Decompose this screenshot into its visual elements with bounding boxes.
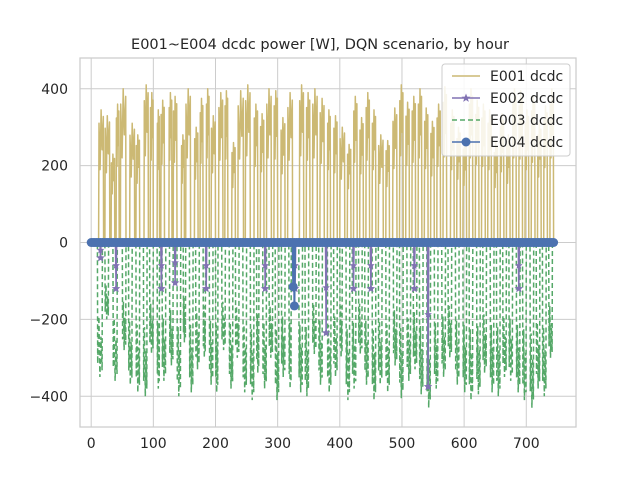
series-e002-marker-mid-12 (515, 261, 523, 269)
series-e002-marker-mid-4 (202, 261, 210, 269)
series-e002-marker-0 (96, 253, 105, 262)
series-e002-marker-11 (423, 382, 433, 391)
series-e002-marker-1 (111, 284, 121, 293)
x-tick-label-0: 0 (87, 436, 96, 452)
series-e002-marker-mid-0 (96, 246, 105, 254)
series-e002-marker-2 (157, 284, 166, 293)
series-e003-line (91, 241, 554, 408)
series-e002-marker-mid-2 (157, 261, 166, 269)
series-e002-marker-9 (366, 284, 376, 293)
y-tick-label-4: 400 (41, 82, 68, 98)
series-e002-marker-12 (514, 284, 524, 293)
x-tick-label-6: 600 (451, 436, 478, 452)
legend-label-e001: E001 dcdc (490, 69, 563, 85)
series-e002-marker-mid-8 (349, 261, 358, 269)
x-tick-label-3: 300 (264, 436, 291, 452)
legend-marker-star-e002 (461, 93, 471, 102)
legend-box (441, 63, 571, 157)
legend-label-e003: E003 dcdc (490, 113, 563, 129)
legend-entry-e003: E003 dcdc (452, 113, 563, 129)
plot-frame (79, 57, 577, 428)
x-tick-label-4: 400 (326, 436, 353, 452)
x-tick-label-2: 200 (202, 436, 229, 452)
y-tick-label-0: −400 (30, 389, 68, 405)
series-e002-marker-7 (321, 328, 331, 337)
series-e002-marker-mid-11 (424, 310, 432, 318)
series-e002-marker-5 (260, 284, 270, 293)
legend-entry-e004: E004 dcdc (452, 135, 563, 151)
series-e002-marker-8 (349, 284, 358, 293)
y-tick-label-3: 200 (41, 159, 68, 175)
x-tick-label-5: 500 (389, 436, 416, 452)
series-e002-marker-mid-1 (112, 261, 120, 269)
series-e004-dip-marker-0 (288, 282, 298, 292)
y-tick-label-1: −200 (30, 312, 68, 328)
series-e002-marker-mid-10 (410, 261, 419, 269)
legend-label-e004: E004 dcdc (490, 135, 563, 151)
x-tick-label-7: 700 (513, 436, 540, 452)
series-e002-marker-3 (170, 278, 180, 287)
tick-labels: 0 100 200 300 400 500 600 700 −400 −200 0 200 400 (30, 82, 540, 452)
chart-title: E001~E004 dcdc power [W], DQN scenario, … (131, 37, 509, 53)
series-e002-marker-10 (410, 284, 419, 293)
legend-entry-e001: E001 dcdc (452, 69, 563, 85)
series-e002-marker-4 (201, 284, 211, 293)
legend-label-e002: E002 dcdc (490, 91, 563, 107)
series-layer (86, 84, 559, 408)
legend: E001 dcdc E002 dcdc E003 dcdc E004 dcdc (441, 63, 571, 157)
legend-entry-e002: E002 dcdc (452, 91, 563, 107)
series-e002-marker-mid-7 (322, 283, 330, 291)
series-e002-marker-mid-3 (171, 258, 179, 266)
y-tick-label-2: 0 (59, 236, 68, 252)
series-group (86, 84, 559, 408)
legend-marker-circle-e004 (461, 137, 471, 147)
x-tick-label-1: 100 (140, 436, 167, 452)
series-e004-dip-marker-1 (289, 301, 299, 311)
series-e004-marker-248 (549, 238, 559, 247)
series-e002-marker-mid-5 (261, 261, 269, 269)
series-e001-line (90, 84, 555, 244)
series-e002-marker-mid-9 (367, 261, 375, 269)
